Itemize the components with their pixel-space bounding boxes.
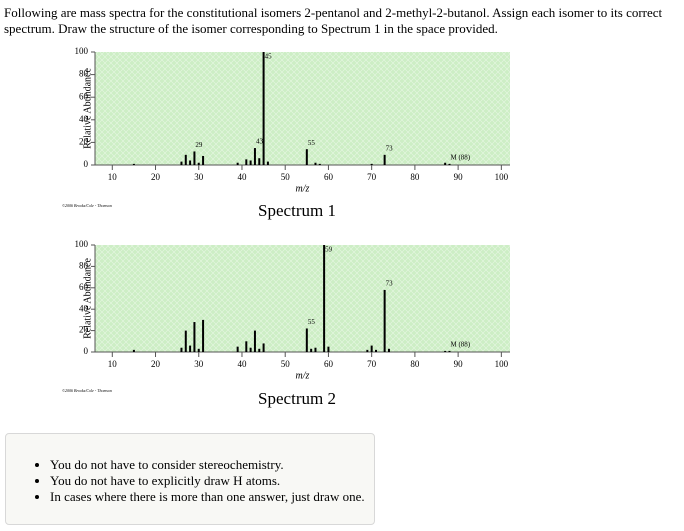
notes-list: You do not have to consider stereochemis… (6, 457, 374, 505)
peak-label: M (88) (450, 341, 470, 349)
x-tick-label: 90 (454, 359, 464, 369)
peak-label: 55 (308, 139, 316, 147)
plot-hatch (95, 52, 510, 165)
x-tick-label: 60 (324, 172, 334, 182)
x-tick-label: 70 (367, 359, 377, 369)
y-tick-label: 40 (79, 303, 89, 313)
note: You do not have to consider stereochemis… (50, 457, 374, 473)
peak-label: 43 (256, 138, 264, 146)
y-tick-label: 100 (75, 46, 89, 56)
x-tick-label: 90 (454, 172, 464, 182)
y-tick-label: 0 (84, 159, 89, 169)
x-tick-label: 30 (194, 172, 204, 182)
x-axis-label: m/z (296, 370, 310, 381)
peak-label: 73 (386, 280, 394, 288)
x-tick-label: 10 (108, 359, 118, 369)
spectrum-title: Spectrum 1 (258, 201, 336, 220)
note: You do not have to explicitly draw H ato… (50, 473, 374, 489)
y-tick-label: 60 (79, 91, 89, 101)
x-tick-label: 70 (367, 172, 377, 182)
y-axis-label: Relative Abundance (82, 258, 93, 339)
credit: ©2006 Brooks/Cole - Thomson (62, 388, 112, 393)
x-tick-label: 20 (151, 359, 161, 369)
x-tick-label: 50 (281, 172, 291, 182)
x-tick-label: 80 (410, 359, 420, 369)
credit: ©2006 Brooks/Cole - Thomson (62, 203, 112, 208)
x-tick-label: 100 (495, 359, 509, 369)
y-tick-label: 60 (79, 282, 89, 292)
note: In cases where there is more than one an… (50, 489, 374, 505)
y-tick-label: 80 (79, 260, 89, 270)
peak-label: 73 (386, 144, 394, 152)
notes-box: You do not have to consider stereochemis… (5, 433, 375, 525)
x-tick-label: 60 (324, 359, 334, 369)
plot-hatch (95, 245, 510, 352)
y-tick-label: 80 (79, 69, 89, 79)
y-tick-label: 100 (75, 239, 89, 249)
x-axis-label: m/z (296, 183, 310, 194)
y-tick-label: 40 (79, 114, 89, 124)
x-tick-label: 50 (281, 359, 291, 369)
x-tick-label: 20 (151, 172, 161, 182)
spectrum-title: Spectrum 2 (258, 389, 336, 408)
x-tick-label: 80 (410, 172, 420, 182)
question: Following are mass spectra for the const… (4, 5, 663, 36)
peak-label: 59 (325, 246, 333, 254)
y-axis-label: Relative Abundance (82, 68, 93, 149)
y-tick-label: 20 (79, 136, 89, 146)
y-tick-label: 0 (84, 346, 89, 356)
y-tick-label: 20 (79, 325, 89, 335)
peak-label: 45 (265, 53, 273, 61)
x-tick-label: 40 (237, 359, 247, 369)
x-tick-label: 10 (108, 172, 118, 182)
peak-label: 29 (195, 141, 203, 149)
x-tick-label: 30 (194, 359, 204, 369)
peak-label: M (88) (450, 153, 470, 161)
peak-label: 55 (308, 318, 316, 326)
x-tick-label: 40 (237, 172, 247, 182)
x-tick-label: 100 (495, 172, 509, 182)
